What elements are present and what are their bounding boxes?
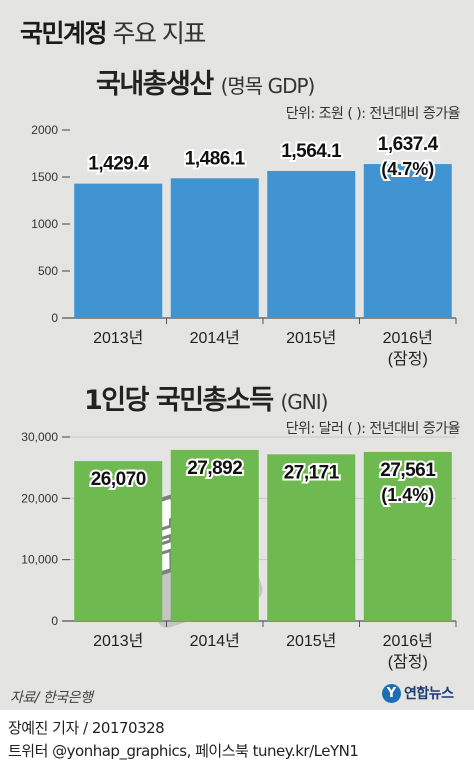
gdp-category-label: 2016년 (383, 329, 433, 347)
gni-unit-note: 단위: 달러 ( ): 전년대비 증가율 (285, 421, 461, 437)
gni-chart-title: 1인당 국민총소득 (GNI) (84, 378, 328, 417)
gni-growth-label: (1.4%) (381, 485, 434, 505)
reporter-credit: 장예진 기자 / 20170328 (8, 719, 165, 737)
gdp-value-label: 1,429.4 (88, 154, 149, 175)
gni-value-label: 26,070 (91, 469, 146, 490)
infographic-card: 국민계정 주요 지표 국내총생산 (명목 GDP) 단위: 조원 ( ): 전년… (0, 0, 474, 710)
gdp-chart-title: 국내총생산 (명목 GDP) (96, 62, 316, 101)
yonhap-logo-icon: Y (382, 683, 401, 703)
page-title-bold: 국민계정 (20, 19, 108, 48)
page-title-light: 주요 지표 (106, 19, 206, 48)
gni-value-label: 27,171 (284, 462, 340, 483)
gni-bar-chart: 0 10,000 20,000 30,000 26,070 2013년 27,892 2014… (21, 430, 457, 671)
gdp-category-note: (잠정) (388, 350, 428, 368)
gni-ytick-label: 30,000 (21, 430, 58, 444)
gdp-ytick-label: 2000 (31, 123, 58, 137)
gdp-title-text: 국내총생산 (96, 69, 214, 100)
gni-value-label: 27,892 (187, 458, 242, 479)
gdp-ytick-label: 500 (38, 264, 58, 278)
source-note: 자료/ 한국은행 (10, 690, 93, 706)
gdp-bar-chart: 0 500 1000 1500 2000 1,429.4 2013년 1,486.1 2014년… (31, 123, 457, 368)
gdp-growth-label: (4.7%) (381, 159, 434, 179)
gdp-ytick-label: 0 (51, 311, 58, 325)
gdp-bar (170, 178, 259, 318)
gni-bar (170, 449, 259, 621)
gni-value-label: 27,561 (380, 460, 436, 481)
yonhap-logo-text: 연합뉴스 (404, 686, 454, 702)
gni-bar (74, 461, 163, 621)
gdp-category-label: 2014년 (190, 329, 240, 347)
gni-ytick-label: 10,000 (21, 553, 58, 567)
gni-category-label: 2014년 (190, 632, 240, 650)
yonhap-logo: Y 연합뉴스 (382, 683, 454, 703)
gni-ytick-label: 0 (51, 614, 58, 628)
social-credit: 트위터 @yonhap_graphics, 페이스북 tuney.kr/LeYN… (8, 742, 359, 760)
gni-bar (267, 454, 356, 621)
gdp-value-label: 1,564.1 (281, 141, 342, 162)
gdp-value-label: 1,637.4 (378, 134, 439, 155)
gni-category-label: 2013년 (93, 632, 143, 650)
gdp-value-label: 1,486.1 (185, 148, 246, 169)
gni-category-note: (잠정) (388, 653, 428, 671)
gdp-bar (74, 183, 163, 318)
gdp-unit-note: 단위: 조원 ( ): 전년대비 증가율 (285, 106, 461, 122)
page-title: 국민계정 주요 지표 (20, 14, 206, 50)
gni-category-label: 2016년 (383, 632, 433, 650)
gdp-subtitle: (명목 GDP) (220, 74, 316, 98)
gdp-category-label: 2013년 (93, 329, 143, 347)
gdp-ytick-label: 1000 (31, 217, 58, 231)
gni-ytick-label: 20,000 (21, 491, 58, 505)
gdp-bar (363, 164, 452, 318)
gdp-bar (267, 170, 356, 318)
gni-title-text: 1인당 국민총소득 (84, 385, 274, 416)
gdp-ytick-label: 1500 (31, 170, 58, 184)
gdp-category-label: 2015년 (286, 329, 336, 347)
gni-bar (363, 451, 452, 621)
gni-subtitle: (GNI) (280, 390, 328, 414)
gni-category-label: 2015년 (286, 632, 336, 650)
